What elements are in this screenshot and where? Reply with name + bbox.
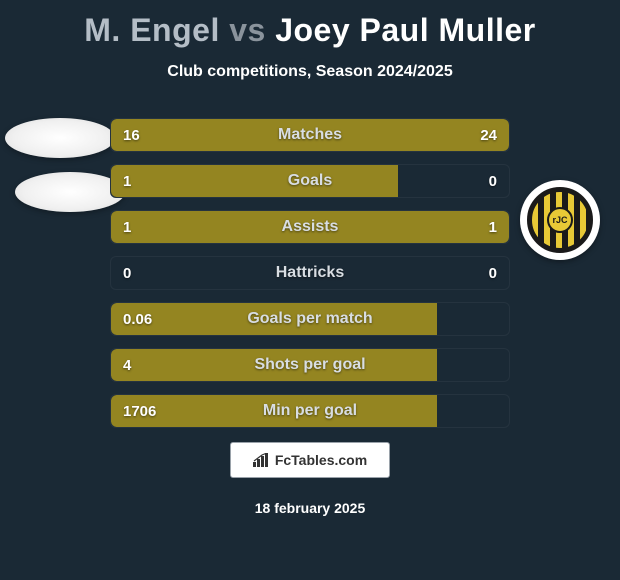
player1-club-placeholder (15, 172, 125, 212)
stat-row: Goals per match0.06 (110, 302, 510, 336)
player1-name: M. Engel (84, 12, 220, 48)
stat-label: Hattricks (111, 257, 509, 289)
stat-row: Min per goal1706 (110, 394, 510, 428)
subtitle: Club competitions, Season 2024/2025 (0, 63, 620, 81)
stat-row: Goals10 (110, 164, 510, 198)
stat-value-left: 0 (123, 257, 131, 289)
stat-row: Matches1624 (110, 118, 510, 152)
footer-date: 18 february 2025 (0, 500, 620, 516)
comparison-title: M. Engel vs Joey Paul Muller (0, 0, 620, 49)
stat-value-right: 0 (489, 257, 497, 289)
stat-bar-left (111, 349, 437, 381)
stat-bar-left (111, 395, 437, 427)
club-badge-stripes: rJC (527, 187, 593, 253)
stat-bar-left (111, 119, 270, 151)
stat-row: Hattricks0 0 (110, 256, 510, 290)
stat-bar-left (111, 303, 437, 335)
player1-avatar-placeholder (5, 118, 115, 158)
club-badge-center: rJC (547, 207, 573, 233)
stat-bar-left (111, 165, 398, 197)
vs-separator: vs (229, 12, 266, 48)
source-badge: FcTables.com (230, 442, 390, 478)
player2-name: Joey Paul Muller (275, 12, 536, 48)
player2-club-badge: rJC (520, 180, 600, 260)
stat-bar-right (270, 119, 509, 151)
stat-value-right: 0 (489, 165, 497, 197)
stat-row: Assists11 (110, 210, 510, 244)
source-badge-text: FcTables.com (275, 452, 367, 468)
stat-row: Shots per goal4 (110, 348, 510, 382)
chart-icon (253, 453, 269, 467)
stats-bars-container: Matches1624Goals10Assists11Hattricks00Go… (110, 118, 510, 440)
stat-bar-right (310, 211, 509, 243)
stat-bar-left (111, 211, 310, 243)
